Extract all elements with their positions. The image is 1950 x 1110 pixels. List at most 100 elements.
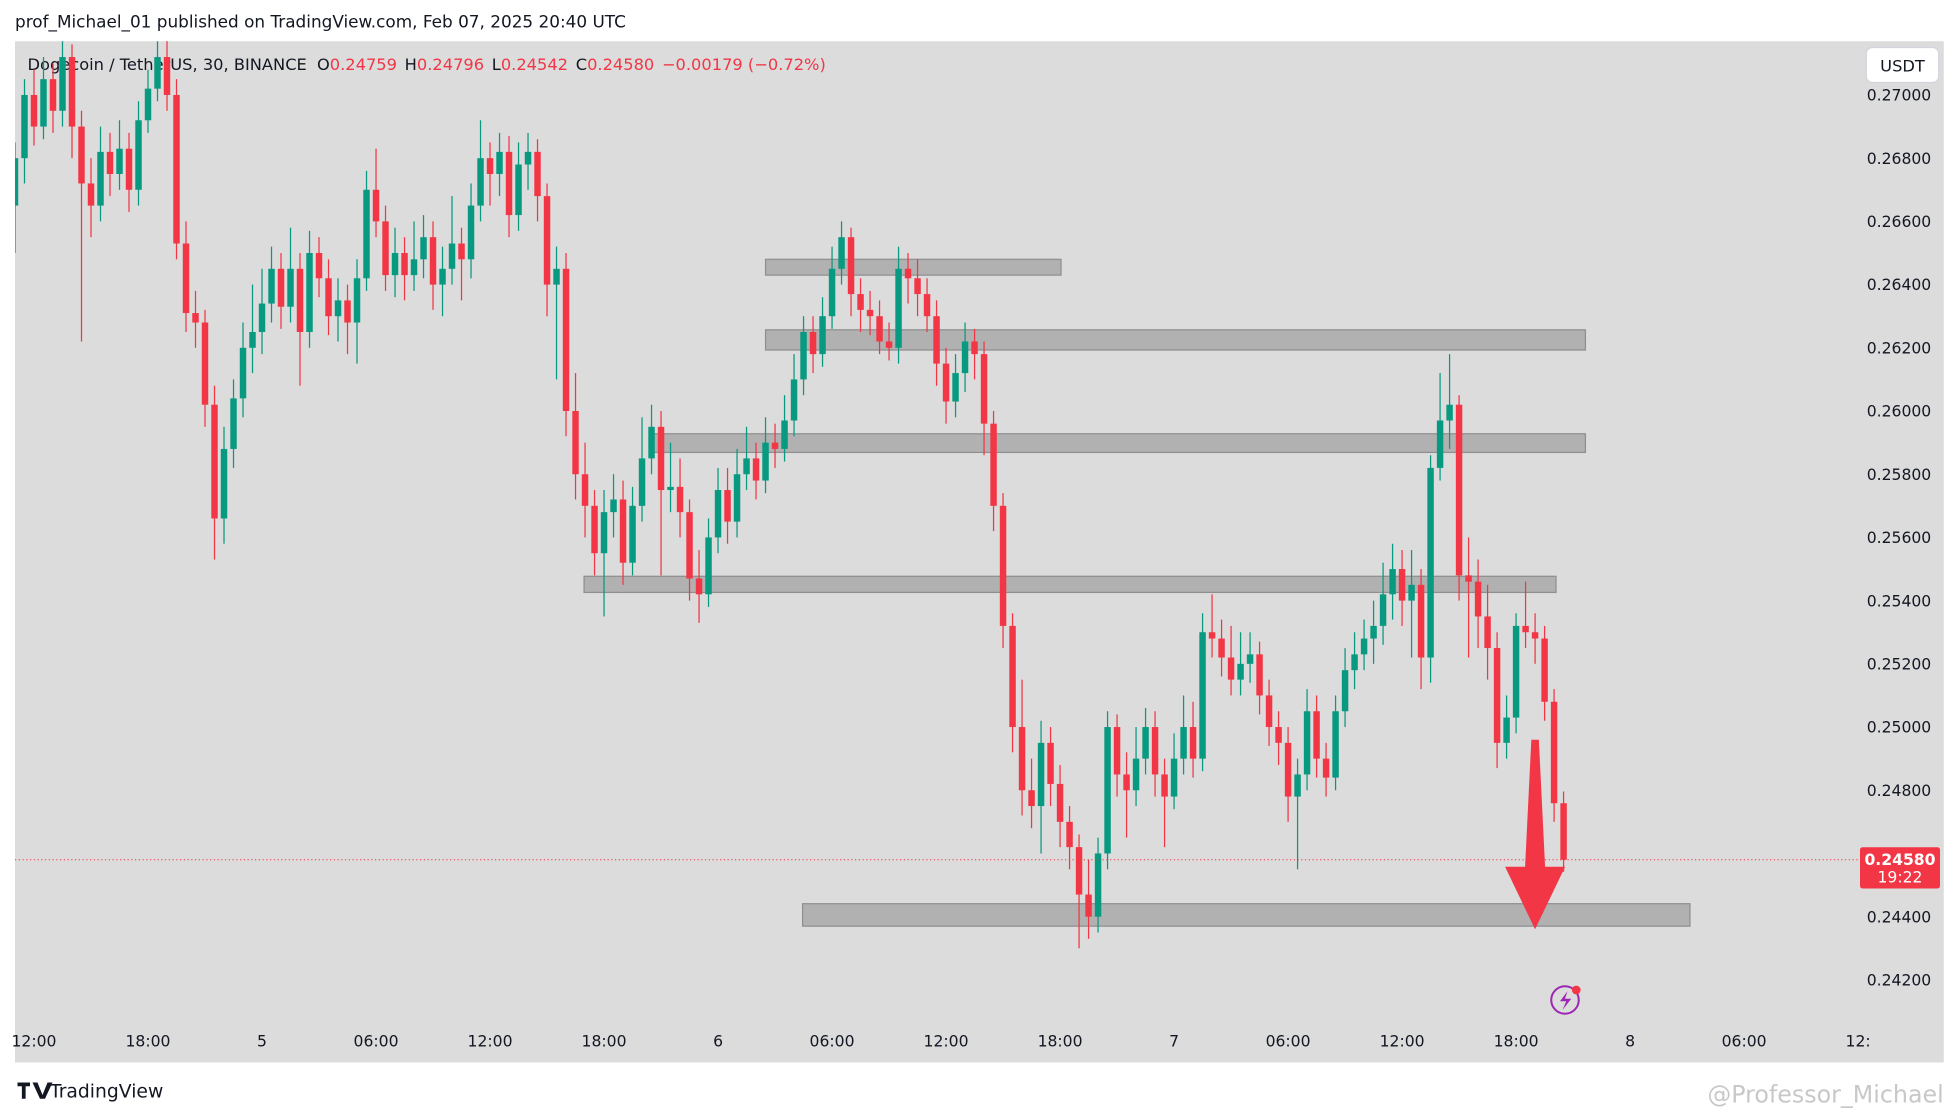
candle-body: [1455, 404, 1463, 576]
candle-body: [1113, 727, 1121, 775]
candle-body: [971, 341, 978, 355]
zone: [764, 329, 1587, 351]
candle-body: [439, 268, 446, 285]
candle-body: [97, 151, 104, 206]
candle-body: [847, 237, 855, 295]
candle-body: [477, 158, 484, 206]
candle-body: [21, 94, 28, 159]
change: −0.00179 (−0.72%): [662, 55, 826, 74]
x-tick-label: 06:00: [1266, 1032, 1311, 1050]
candle-body: [1531, 632, 1539, 639]
watermark: @Professor_Michael: [1707, 1081, 1943, 1109]
candle-body: [705, 537, 712, 595]
y-tick-label: 0.26200: [1867, 339, 1932, 357]
candle-body: [325, 278, 332, 317]
candle-body: [1370, 625, 1377, 639]
y-tick-label: 0.25200: [1867, 655, 1932, 673]
candle-body: [1123, 774, 1130, 791]
candle-body: [1512, 625, 1520, 718]
countdown: 19:22: [1878, 868, 1923, 886]
candle-body: [952, 373, 959, 402]
candle-body: [1208, 632, 1216, 639]
candle-body: [344, 300, 351, 323]
candle-body: [781, 420, 788, 449]
candle-body: [382, 221, 389, 276]
alert-icon[interactable]: [1550, 985, 1580, 1015]
candle-body: [201, 322, 209, 405]
candle-body: [1522, 625, 1529, 633]
candle-body: [733, 474, 741, 522]
candle-body: [59, 57, 66, 111]
candle-body: [15, 158, 19, 206]
candle-body: [1132, 758, 1140, 791]
candle-body: [448, 243, 456, 269]
candle-body: [211, 404, 218, 519]
candle-body: [154, 57, 161, 89]
zone: [583, 575, 1557, 594]
y-tick-label: 0.26400: [1867, 276, 1932, 294]
high-value: 0.24796: [417, 55, 484, 74]
y-tick-label: 0.24800: [1867, 782, 1932, 800]
candle-body: [287, 268, 294, 307]
candle-body: [458, 243, 465, 260]
candle-body: [1379, 594, 1387, 626]
alert-bolt: [1560, 991, 1572, 1010]
currency[interactable]: USDT: [1880, 56, 1925, 75]
candle-body: [1417, 584, 1425, 658]
candle-body: [553, 268, 560, 285]
candle-body: [638, 458, 646, 506]
candle-body: [1294, 774, 1301, 797]
last-price-box: [1860, 847, 1940, 889]
candle-body: [192, 313, 199, 323]
candle-body: [534, 151, 541, 197]
candle-body: [220, 448, 228, 519]
zone: [764, 258, 1062, 276]
candle-body: [1360, 638, 1368, 655]
candle-body: [1028, 790, 1035, 807]
candle-body: [144, 88, 152, 121]
zone: [650, 433, 1587, 454]
candle-body: [724, 490, 731, 522]
candle-body: [1474, 581, 1482, 617]
x-tick-label: 6: [713, 1032, 723, 1050]
candle-body: [467, 205, 475, 260]
candle-body: [629, 505, 636, 563]
candle-body: [429, 237, 437, 285]
candle-body: [1104, 727, 1111, 854]
y-tick-label: 0.25400: [1867, 592, 1932, 610]
x-tick-label: 18:00: [1038, 1032, 1083, 1050]
candle-body: [581, 474, 589, 506]
close-value: 0.24580: [587, 55, 654, 74]
candle-body: [648, 426, 655, 459]
low-value: 0.24542: [501, 55, 568, 74]
candle-body: [686, 512, 693, 579]
candle-body: [980, 354, 988, 424]
candle-body: [1313, 711, 1320, 759]
candle-body: [78, 126, 85, 184]
candle-body: [990, 423, 997, 506]
candle-body: [1493, 648, 1501, 743]
candle-body: [1237, 663, 1244, 680]
candle-body: [296, 268, 304, 333]
candle-body: [363, 189, 370, 279]
candle-body: [1389, 569, 1396, 595]
candle-body: [1275, 727, 1282, 743]
x-tick-label: 12:: [1846, 1032, 1871, 1050]
candle-body: [1170, 758, 1178, 797]
candle-body: [1018, 727, 1026, 791]
candle-body: [315, 252, 323, 279]
x-tick-label: 5: [257, 1032, 267, 1050]
candle-body: [610, 499, 617, 513]
candle-body: [1265, 695, 1273, 728]
candle-body: [239, 347, 247, 399]
currency-button[interactable]: [1865, 46, 1940, 84]
x-tick-label: 8: [1625, 1032, 1635, 1050]
candle-body: [1094, 853, 1102, 917]
candle-body: [942, 363, 950, 402]
y-tick-label: 0.24200: [1867, 972, 1932, 990]
chart-background: [15, 41, 1944, 1063]
y-tick-label: 0.24400: [1867, 908, 1932, 926]
y-tick-label: 0.26000: [1867, 403, 1932, 421]
